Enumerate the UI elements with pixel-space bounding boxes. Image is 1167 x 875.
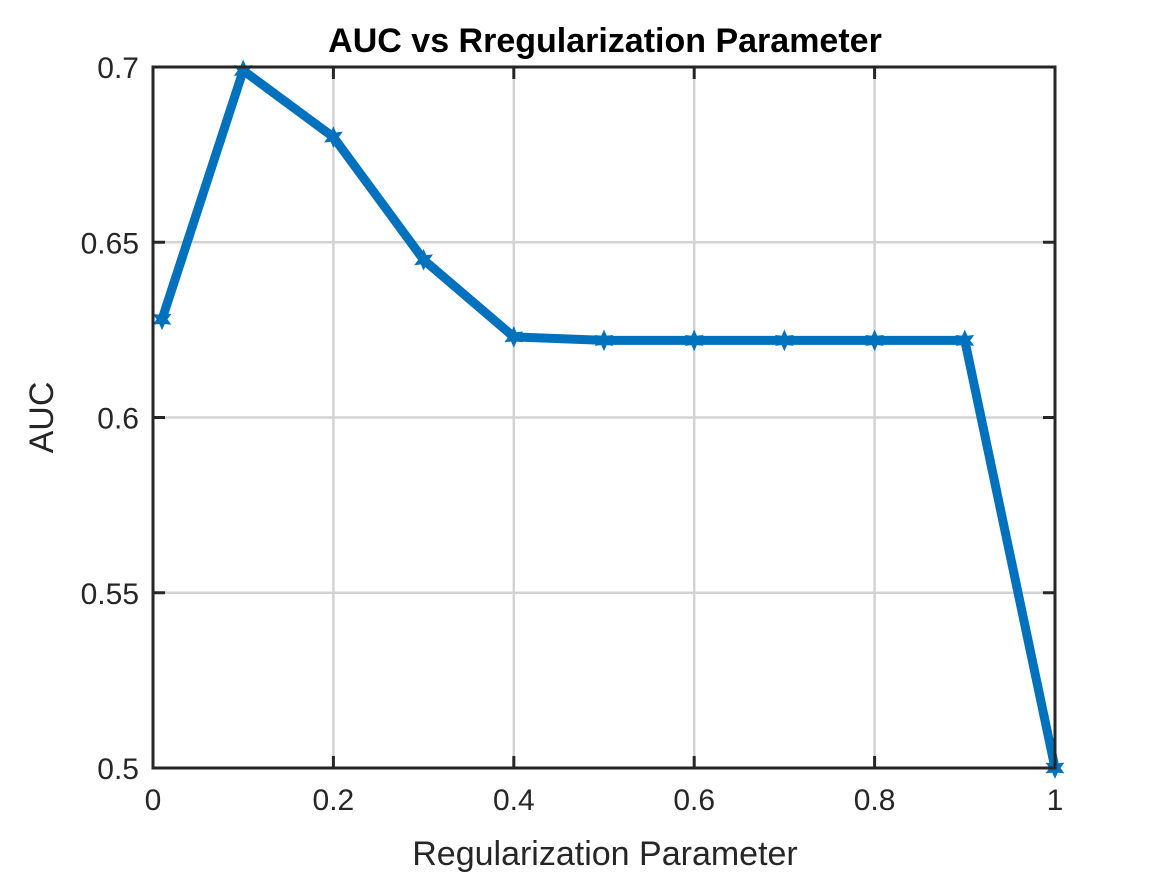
y-axis-label: AUC xyxy=(23,382,61,454)
data-point-marker xyxy=(955,329,975,352)
y-tick-label: 0.5 xyxy=(97,753,139,786)
x-tick-label: 0.2 xyxy=(313,784,355,817)
ticks-layer: 0 0.2 0.4 0.6 0.8 1 0.5 0.55 0.6 0.65 0.7 xyxy=(81,52,1064,817)
data-point-marker xyxy=(324,126,343,148)
data-point-marker xyxy=(594,329,614,352)
data-point-marker xyxy=(775,329,794,352)
x-tick-label: 0.8 xyxy=(854,784,896,817)
x-axis-label: Regularization Parameter xyxy=(412,835,798,873)
x-tick-label: 1 xyxy=(1047,784,1064,817)
x-tick-label: 0.6 xyxy=(673,784,715,817)
data-point-marker xyxy=(504,326,524,348)
data-point-marker xyxy=(414,248,434,271)
x-tick-label: 0.4 xyxy=(493,784,535,817)
chart-title: AUC vs Rregularization Parameter xyxy=(328,22,882,60)
y-tick-label: 0.7 xyxy=(97,52,139,85)
data-point-marker xyxy=(684,329,704,352)
data-point-marker xyxy=(865,329,884,352)
grid-lines xyxy=(151,65,1057,770)
y-tick-label: 0.6 xyxy=(97,403,139,436)
series-layer xyxy=(152,59,1065,779)
y-tick-label: 0.65 xyxy=(81,227,139,260)
series-line xyxy=(157,66,1060,769)
x-tick-label: 0 xyxy=(145,784,162,817)
y-tick-label: 0.55 xyxy=(81,578,139,611)
